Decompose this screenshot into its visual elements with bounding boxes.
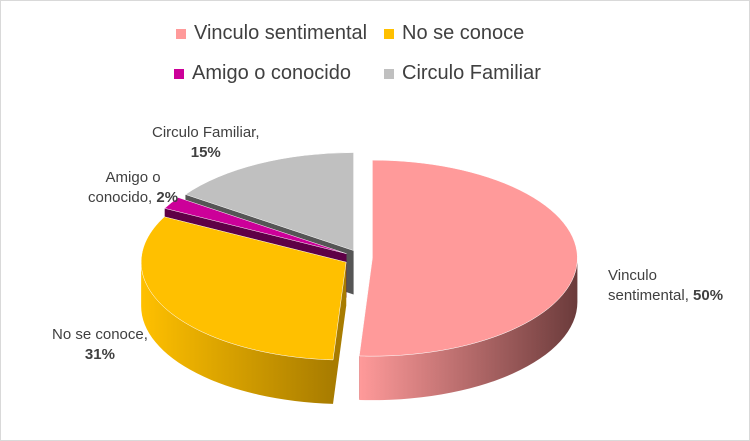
data-label-amigo: Amigo o conocido, 2% bbox=[88, 168, 178, 208]
legend-item-amigo: Amigo o conocido bbox=[174, 62, 351, 85]
pie-slice-side-no-se-conoce bbox=[141, 262, 334, 404]
legend-item-vinculo: Vinculo sentimental bbox=[176, 22, 367, 45]
legend-item-no-se-conoce: No se conoce bbox=[384, 22, 524, 45]
data-label-amigo-pct: 2% bbox=[156, 189, 179, 206]
data-label-circulo-pct: 15% bbox=[190, 144, 221, 161]
data-label-vinculo-pct: 50% bbox=[693, 287, 724, 304]
data-label-no-se-conoce-line1: No se conoce, bbox=[52, 326, 148, 343]
pie-slice-side-vinculo bbox=[359, 258, 578, 401]
data-label-circulo: Circulo Familiar, 15% bbox=[152, 123, 260, 163]
legend-swatch-amigo bbox=[174, 68, 184, 79]
pie-slice-no-se-conoce bbox=[140, 216, 347, 361]
pie-slice-face-no-se-conoce-0 bbox=[333, 262, 347, 404]
legend-item-circulo: Circulo Familiar bbox=[384, 62, 541, 85]
pie-slice-amigo bbox=[164, 197, 347, 254]
legend-label-vinculo: Vinculo sentimental bbox=[194, 22, 368, 44]
pie-slice-vinculo bbox=[358, 159, 578, 357]
data-label-circulo-line1: Circulo Familiar, bbox=[152, 124, 260, 141]
legend-swatch-no-se-conoce bbox=[384, 28, 394, 39]
legend-label-no-se-conoce: No se conoce bbox=[402, 22, 525, 44]
legend-label-amigo: Amigo o conocido bbox=[192, 62, 351, 84]
data-label-no-se-conoce: No se conoce, 31% bbox=[52, 325, 148, 365]
data-label-amigo-line1: Amigo o bbox=[105, 169, 161, 186]
legend-swatch-circulo bbox=[384, 68, 394, 79]
pie-slice-circulo bbox=[184, 152, 354, 251]
legend-swatch-vinculo bbox=[176, 28, 186, 39]
legend-label-circulo: Circulo Familiar bbox=[402, 62, 541, 84]
data-label-vinculo: Vinculo sentimental, 50% bbox=[608, 266, 723, 306]
data-label-vinculo-line2: sentimental, bbox=[608, 287, 689, 304]
data-label-amigo-line2: conocido, bbox=[88, 189, 153, 206]
data-label-vinculo-line1: Vinculo bbox=[608, 267, 657, 284]
data-label-no-se-conoce-pct: 31% bbox=[84, 346, 115, 363]
